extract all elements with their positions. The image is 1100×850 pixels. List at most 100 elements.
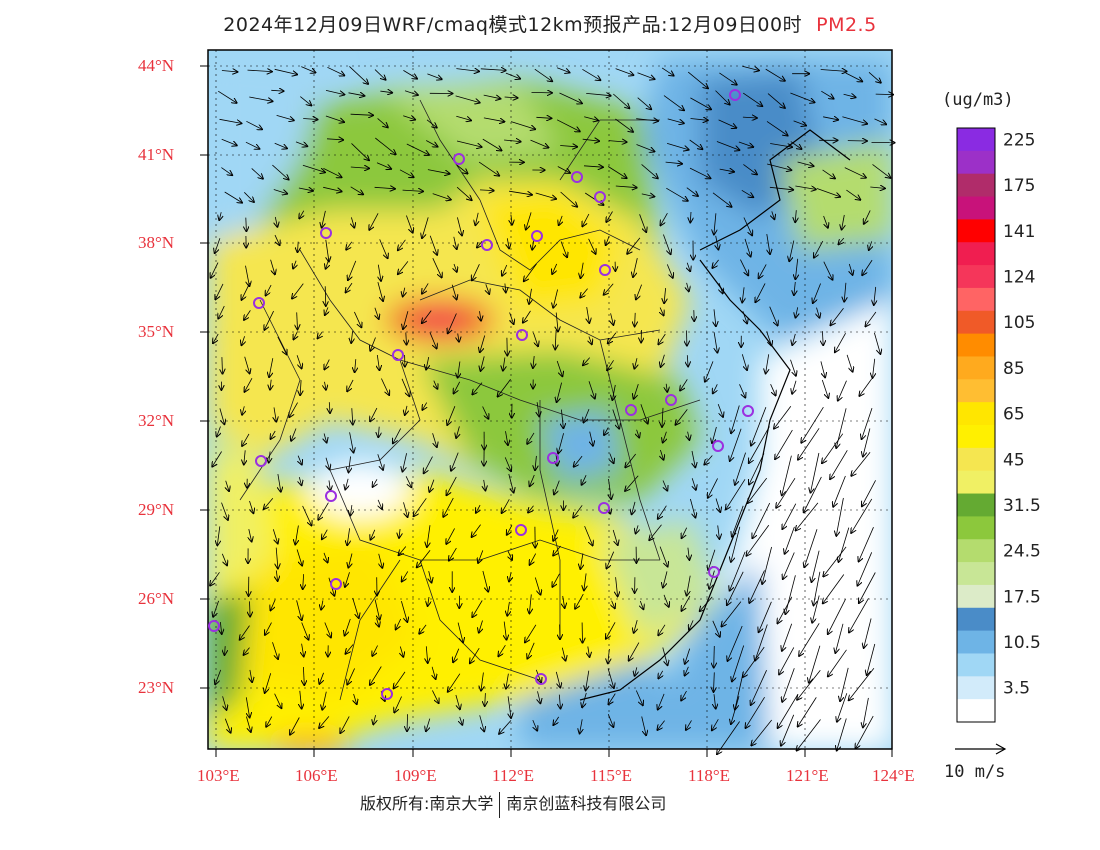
city-marker [535,673,547,685]
wind-arrow [242,336,245,345]
wind-arrow [583,357,591,366]
wind-arrow [374,69,386,80]
wind-arrow [346,241,353,250]
wind-arrow [625,453,637,467]
wind-arrow [717,721,740,755]
wind-arrow [527,432,535,444]
wind-arrow [665,162,683,164]
wind-arrow [240,625,250,640]
wind-arrow [472,264,480,280]
wind-arrow [264,310,274,330]
title-variable: PM2.5 [816,14,877,36]
wind-arrow [746,696,765,728]
wind-arrow [584,573,586,590]
wind-arrow [789,240,795,262]
wind-arrow [690,119,708,121]
wind-arrow [682,595,691,611]
wind-arrow [429,332,437,348]
wind-arrow [249,529,252,541]
wind-arrow [221,71,237,72]
wind-arrow [402,571,409,581]
wind-arrow [637,72,655,79]
wind-arrow [798,428,820,459]
wind-arrow [838,380,847,401]
wind-arrow [370,337,376,351]
colorbar-swatch [957,653,995,677]
wind-arrow [378,264,381,281]
wind-arrow [402,190,423,191]
wind-arrow [276,547,278,569]
wind-arrow [718,119,737,128]
wind-arrow [295,141,307,146]
wind-arrow [264,497,274,509]
wind-arrow [507,238,509,248]
wind-arrow [289,402,298,418]
wind-arrow [766,121,788,135]
wind-arrow [797,719,821,751]
wind-arrow [662,407,663,427]
wind-arrow [690,97,711,110]
wind-arrow [661,67,674,76]
wind-arrow [782,623,793,651]
wind-arrow [422,217,429,238]
wind-arrow [661,213,668,225]
wind-arrow [687,575,691,596]
wind-arrow [217,526,220,545]
wind-arrow [714,213,716,234]
longitude-labels: 103°E 106°E 109°E 112°E 115°E 118°E 121°… [197,766,915,785]
wind-arrow [730,551,746,591]
wind-arrow [458,333,459,342]
wind-arrow [377,454,383,470]
wind-reference-arrow [955,743,1007,755]
wind-arrow [447,406,456,425]
wind-arrow [767,163,791,170]
wind-arrow [417,549,431,567]
wind-arrow [269,358,274,377]
wind-arrow [372,645,378,656]
wind-arrow [580,719,583,733]
wind-arrow [427,169,450,174]
wind-arrow [783,552,795,580]
wind-arrow [663,234,670,255]
wind-arrow [222,696,227,710]
wind-arrow [403,70,417,78]
city-marker [208,620,220,632]
wind-arrow [743,217,752,236]
wind-arrow [218,305,225,318]
wind-arrow [785,526,795,554]
wind-arrow [345,618,351,636]
wind-arrow [354,693,357,704]
wind-arrow [588,381,595,398]
wind-arrow [475,212,478,225]
wind-arrow [505,72,520,79]
wind-arrow [689,167,710,178]
city-marker [453,153,465,165]
wind-arrow [715,498,720,513]
wind-arrow [747,524,770,556]
wind-arrow [580,288,588,298]
wind-arrow [301,66,315,73]
wind-arrow [575,593,584,609]
wind-arrow [608,648,610,663]
wind-arrow [713,384,718,393]
wind-arrow [772,211,775,219]
wind-arrow [663,571,668,587]
wind-arrow [529,288,532,304]
colorbar-swatch [957,402,995,426]
wind-arrow [244,310,251,320]
lat-label-26: 26°N [138,589,174,608]
city-marker [598,502,610,514]
colorbar-swatch [957,242,995,266]
wind-arrow [303,666,304,685]
wind-arrow [560,241,567,258]
wind-arrow [632,501,635,514]
wind-arrow [375,137,395,154]
wind-arrow [244,356,250,374]
wind-arrow [453,648,460,663]
wind-arrow [795,185,815,189]
wind-arrow [667,118,684,123]
wind-arrow [864,210,871,223]
wind-arrow [749,453,765,485]
wind-arrow [606,211,613,222]
